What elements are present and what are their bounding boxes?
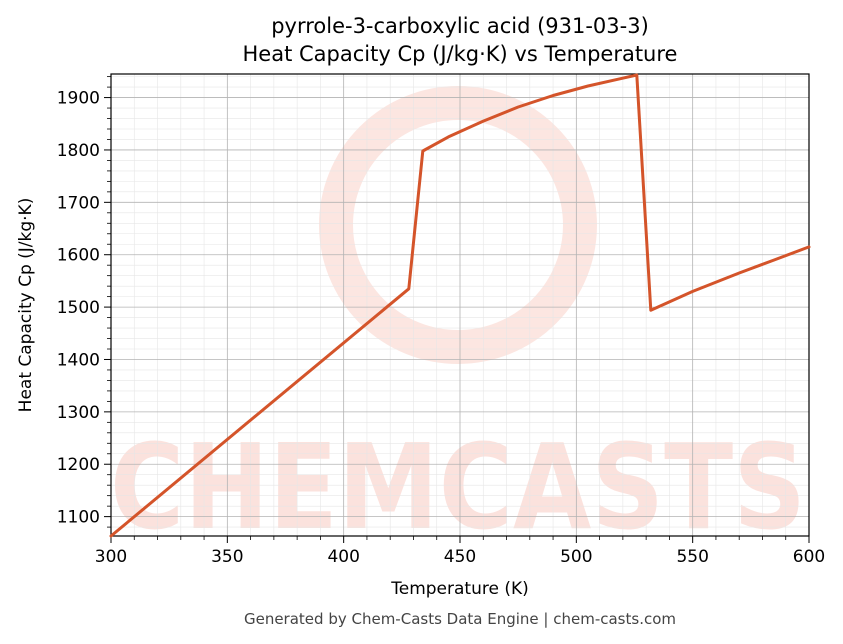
x-tick-label: 400 — [327, 547, 359, 567]
x-tick-label: 450 — [444, 547, 476, 567]
x-tick-label: 300 — [95, 547, 127, 567]
y-tick-label: 1100 — [57, 508, 100, 528]
series-line-1 — [109, 73, 811, 538]
y-axis-label: Heat Capacity Cp (J/kg·K) — [16, 198, 36, 413]
watermark-text: CHEMCASTS — [110, 418, 806, 556]
y-tick-label: 1900 — [57, 89, 100, 109]
x-axis-label: Temperature (K) — [390, 579, 529, 599]
y-tick-label: 1600 — [57, 246, 100, 266]
footer-credit: Generated by Chem-Casts Data Engine | ch… — [244, 610, 676, 628]
axis-ticks: 300 350 400 450 500 550 600 1100 1200 1300 1400 150… — [57, 76, 825, 567]
y-tick-label: 1700 — [57, 193, 100, 213]
series-layer — [109, 73, 811, 538]
watermark: CHEMCASTS — [110, 86, 806, 556]
y-tick-label: 1300 — [57, 403, 100, 423]
x-tick-label: 600 — [793, 547, 825, 567]
x-tick-label: 500 — [560, 547, 592, 567]
chart-subtitle: Heat Capacity Cp (J/kg·K) vs Temperature — [243, 42, 678, 66]
y-tick-label: 1200 — [57, 455, 100, 475]
y-tick-label: 1800 — [57, 141, 100, 161]
chart-title: pyrrole-3-carboxylic acid (931-03-3) — [271, 14, 649, 38]
grid — [110, 74, 810, 536]
y-tick-label: 1400 — [57, 350, 100, 370]
y-tick-label: 1500 — [57, 298, 100, 318]
x-tick-label: 550 — [676, 547, 708, 567]
watermark-logo-ring — [319, 86, 597, 364]
x-tick-label: 350 — [211, 547, 243, 567]
